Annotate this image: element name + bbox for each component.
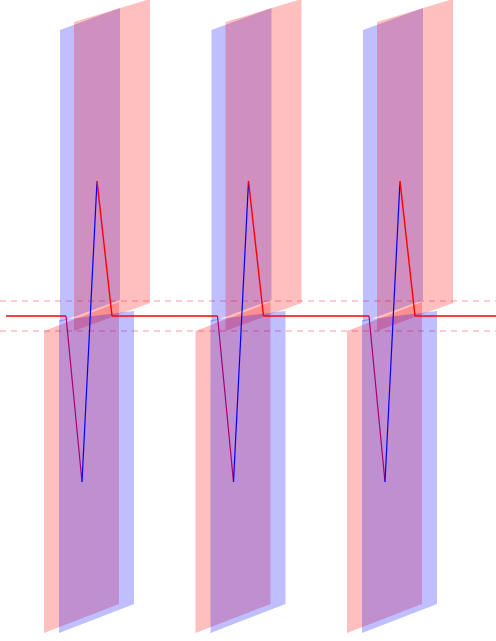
unit-2 <box>195 0 302 633</box>
blue-panel-lower <box>59 311 134 633</box>
diagram-units <box>44 0 453 633</box>
red-panel-upper <box>225 0 302 331</box>
blue-panel-upper <box>211 8 272 322</box>
waveform-rise <box>384 180 401 483</box>
blue-panel-lower <box>210 311 286 633</box>
red-panel-lower <box>195 302 271 633</box>
waveform-return <box>399 180 416 317</box>
unit-3 <box>347 0 453 633</box>
unit-1 <box>44 0 150 633</box>
red-panel-upper <box>74 0 150 331</box>
blue-panel-upper <box>363 8 423 322</box>
blue-panel-upper <box>60 8 120 322</box>
waveform-drop <box>216 315 235 483</box>
waveform-return <box>247 180 265 317</box>
waveform-drop <box>65 315 83 483</box>
red-panel-upper <box>377 0 453 331</box>
red-panel-lower <box>347 302 422 633</box>
blue-panel-lower <box>362 311 437 633</box>
waveform-drop <box>368 315 386 483</box>
waveform-rise <box>81 180 98 483</box>
guide-lines <box>0 300 496 332</box>
waveform-rise <box>232 180 250 483</box>
red-panel-lower <box>44 302 119 633</box>
waveform-return <box>96 180 113 317</box>
